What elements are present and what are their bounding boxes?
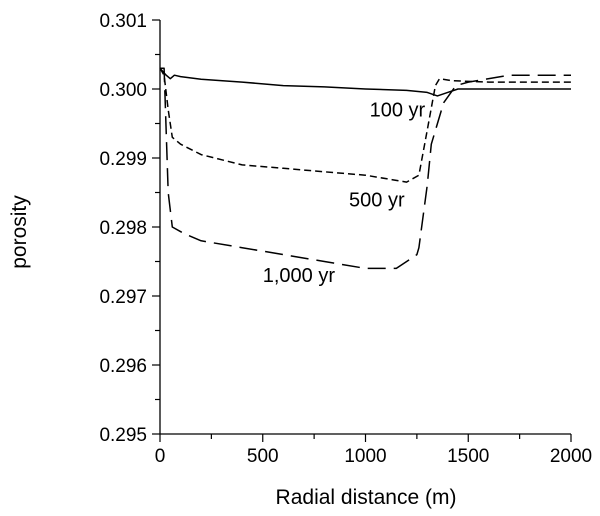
x-tick-label: 0 bbox=[155, 446, 166, 467]
x-axis-title: Radial distance (m) bbox=[276, 486, 457, 509]
x-tick-label: 500 bbox=[247, 446, 279, 467]
y-tick-label: 0.297 bbox=[99, 287, 147, 308]
y-axis: 0.295 0.296 0.297 0.298 0.299 0.300 0.301 bbox=[99, 11, 161, 446]
series-line-1 bbox=[159, 67, 571, 97]
series-annotations: 100 yr 500 yr 1,000 yr bbox=[263, 100, 426, 288]
series-line-3 bbox=[160, 67, 571, 270]
y-tick-label: 0.300 bbox=[99, 80, 147, 101]
series-lines bbox=[159, 67, 571, 270]
y-tick-label: 0.301 bbox=[99, 11, 147, 32]
x-tick-label: 1000 bbox=[344, 446, 386, 467]
y-tick-label: 0.295 bbox=[99, 425, 147, 446]
y-tick-label: 0.298 bbox=[99, 218, 147, 239]
x-tick-label: 1500 bbox=[447, 446, 489, 467]
series-annotation: 100 yr bbox=[370, 100, 426, 122]
series-line-2 bbox=[159, 67, 571, 183]
y-axis-title: porosity bbox=[8, 195, 31, 269]
x-axis: 0 500 1000 1500 2000 bbox=[155, 433, 592, 467]
y-tick-label: 0.296 bbox=[99, 356, 147, 377]
x-tick-label: 2000 bbox=[550, 446, 592, 467]
series-annotation: 500 yr bbox=[349, 189, 405, 211]
series-annotation: 1,000 yr bbox=[263, 265, 336, 287]
y-tick-label: 0.299 bbox=[99, 149, 147, 170]
